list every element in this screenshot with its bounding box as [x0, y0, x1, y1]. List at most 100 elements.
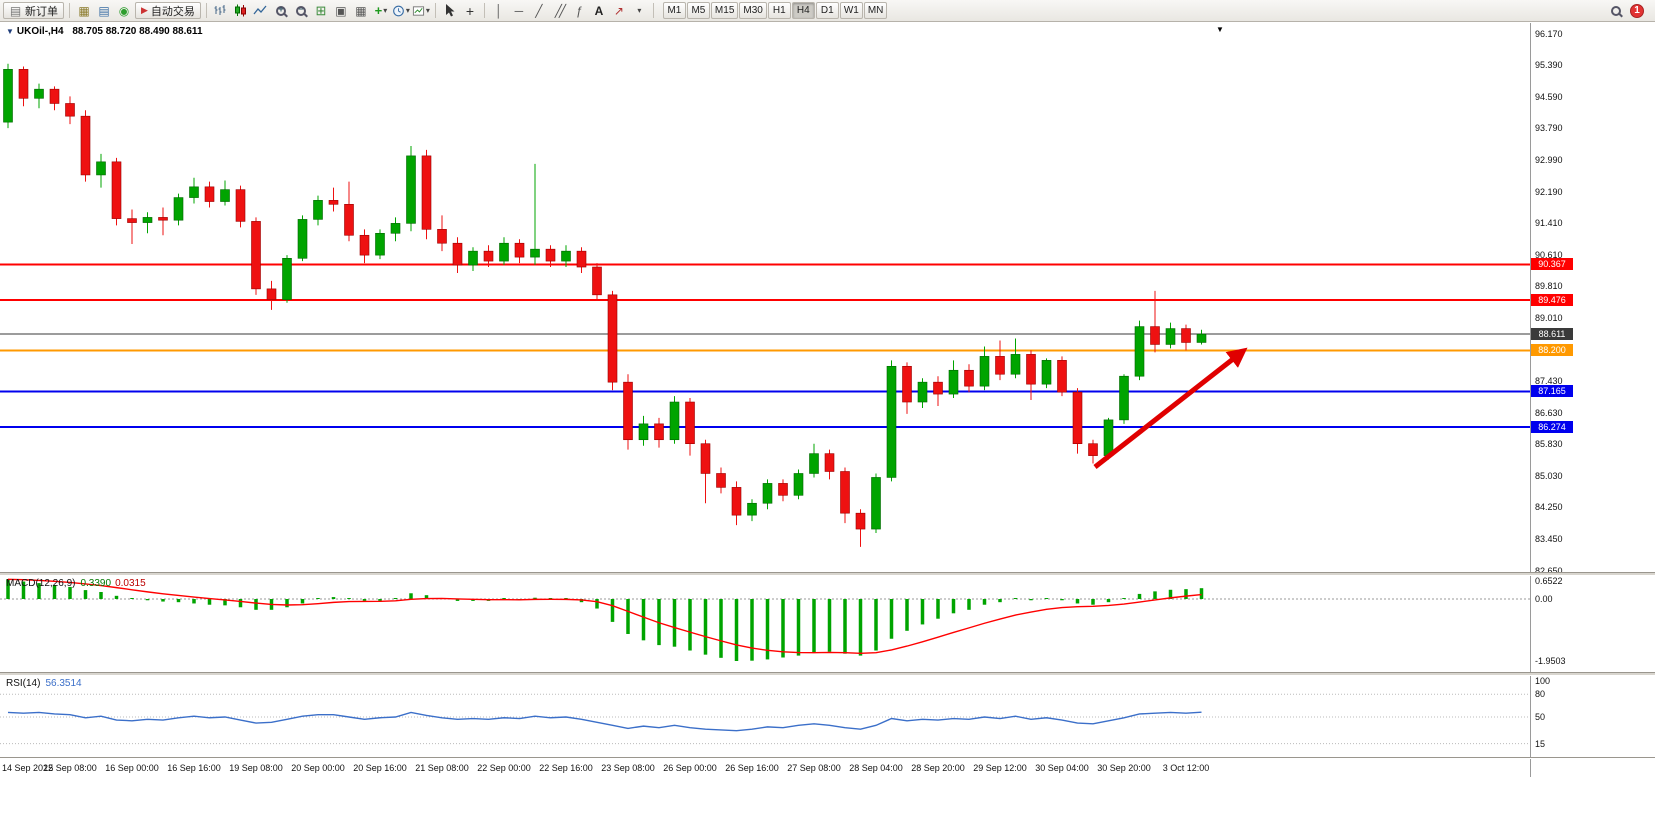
time-axis[interactable]: 14 Sep 2022 15 Sep 08:00 16 Sep 00:00 16 Se… [0, 759, 1655, 777]
crosshair-icon[interactable]: + [465, 2, 475, 19]
timeframe-button-m15[interactable]: M15 [710, 2, 739, 19]
trend-arrow[interactable] [1093, 347, 1248, 469]
panel-divider[interactable] [0, 757, 1655, 759]
search-icon[interactable] [1611, 5, 1621, 16]
symbol-timeframe-label: UKOil-,H4 [16, 26, 64, 37]
quick-trade-caret-icon[interactable]: ▼ [6, 27, 14, 36]
price-line-badge[interactable]: 86.274 [1531, 420, 1573, 433]
main-chart-panel[interactable]: ▼ UKOil-,H4 88.705 88.720 88.490 88.611 ▼… [0, 23, 1655, 576]
indicators-button[interactable]: + ▾ [374, 3, 388, 18]
timeframe-button-mn[interactable]: MN [863, 2, 888, 19]
ohlc-values: 88.705 88.720 88.490 88.611 [72, 26, 203, 37]
periods-button[interactable]: ▾ [392, 2, 410, 19]
trendline-icon[interactable]: ╱ [535, 3, 543, 18]
time-axis-label: 27 Sep 08:00 [787, 763, 841, 773]
time-axis-label: 30 Sep 04:00 [1035, 763, 1089, 773]
timeframe-button-h1[interactable]: H1 [767, 2, 791, 19]
cursor-icon[interactable] [441, 2, 459, 19]
templates-button[interactable]: ▾ [412, 2, 430, 19]
timeframe-button-w1[interactable]: W1 [839, 2, 863, 19]
new-order-icon: ▤ [9, 3, 22, 18]
cascade-windows-icon[interactable]: ▣ [335, 3, 347, 18]
time-axis-label: 30 Sep 20:00 [1097, 763, 1151, 773]
timeframe-button-m1[interactable]: M1 [662, 2, 686, 19]
zoom-out-icon[interactable]: − [292, 2, 310, 19]
toolbar-right: 1 [1611, 3, 1652, 18]
price-axis-label: 84.250 [1535, 502, 1563, 513]
timeframe-button-m5[interactable]: M5 [686, 2, 710, 19]
market-watch-icon[interactable]: ▤ [98, 3, 110, 18]
price-axis-label: 86.630 [1535, 407, 1563, 418]
toolbar-separator [434, 3, 436, 18]
rsi-axis-label: 15 [1535, 738, 1546, 749]
timeframe-button-d1[interactable]: D1 [815, 2, 839, 19]
time-axis-label: 14 Sep 2022 [2, 763, 54, 773]
arrows-icon[interactable]: ↗ [613, 3, 624, 18]
toolbar-separator [69, 3, 70, 18]
vertical-line-icon[interactable]: │ [495, 3, 503, 18]
price-axis-label: 87.430 [1535, 375, 1563, 386]
shapes-dropdown-icon[interactable]: ▾ [637, 6, 642, 15]
new-order-label: 新订单 [25, 5, 58, 18]
time-axis-label: 21 Sep 08:00 [415, 763, 469, 773]
macd-signal-value: 0.0315 [115, 578, 146, 589]
macd-axis-label: 0.00 [1535, 594, 1553, 604]
price-axis-label: 93.790 [1535, 123, 1563, 134]
macd-label: MACD(12,26,9) 0.3390 0.0315 [6, 578, 146, 589]
price-axis-label: 96.170 [1535, 29, 1563, 39]
bar-chart-type-icon[interactable] [212, 2, 230, 19]
time-axis-label: 19 Sep 08:00 [229, 763, 283, 773]
time-axis-label: 23 Sep 08:00 [601, 763, 655, 773]
rsi-label: RSI(14) 56.3514 [6, 678, 82, 689]
auto-trading-button[interactable]: ▶ 自动交易 [135, 2, 201, 19]
horizontal-line-icon[interactable]: ─ [514, 3, 524, 18]
price-axis-label: 83.450 [1535, 533, 1563, 544]
time-axis-label: 29 Sep 12:00 [973, 763, 1027, 773]
price-line-badge[interactable]: 88.611 [1531, 328, 1573, 341]
price-axis-label: 89.810 [1535, 281, 1563, 292]
charts-icon[interactable]: ▦ [78, 3, 90, 18]
timeframe-button-h4[interactable]: H4 [791, 2, 815, 19]
zoom-in-icon[interactable]: + [272, 2, 290, 19]
panel-divider[interactable] [0, 572, 1655, 576]
price-line-badge[interactable]: 89.476 [1531, 293, 1573, 306]
price-axis-label: 89.010 [1535, 313, 1563, 324]
panel-divider[interactable] [0, 672, 1655, 676]
rsi-value: 56.3514 [45, 678, 82, 689]
rsi-line [7, 711, 1202, 732]
arrange-windows-icon[interactable]: ▦ [355, 3, 367, 18]
candlestick-type-icon[interactable] [232, 2, 250, 19]
time-axis-label: 22 Sep 16:00 [539, 763, 593, 773]
scroll-end-marker-icon[interactable]: ▼ [1216, 25, 1224, 34]
notification-badge[interactable]: 1 [1630, 3, 1644, 18]
rsi-panel[interactable]: RSI(14) 56.3514 100 80 50 15 [0, 676, 1655, 757]
channel-icon[interactable]: ╱╱ [554, 3, 566, 18]
candlestick-series [3, 63, 1207, 547]
new-order-button[interactable]: ▤ 新订单 [3, 2, 64, 19]
price-axis-label: 95.390 [1535, 59, 1563, 70]
price-axis-label: 92.190 [1535, 187, 1563, 197]
toolbar-separator [205, 3, 207, 18]
horizontal-lines[interactable] [0, 263, 1530, 428]
chart-title: ▼ UKOil-,H4 88.705 88.720 88.490 88.611 [6, 26, 203, 37]
price-axis-label: 85.830 [1535, 439, 1563, 450]
time-axis-label: 20 Sep 00:00 [291, 763, 345, 773]
text-icon[interactable]: A [594, 3, 604, 18]
timeframe-group: M1 M5 M15 M30 H1 H4 D1 W1 MN [662, 2, 888, 19]
rsi-axis-label: 80 [1535, 689, 1546, 700]
time-axis-label: 26 Sep 00:00 [663, 763, 717, 773]
price-axis-label: 82.650 [1535, 565, 1563, 576]
price-axis-label: 91.410 [1535, 217, 1563, 228]
auto-trading-label: 自动交易 [150, 5, 195, 18]
timeframe-button-m30[interactable]: M30 [739, 2, 767, 19]
fibonacci-icon[interactable]: ƒ [575, 3, 583, 18]
time-axis-label: 20 Sep 16:00 [353, 763, 407, 773]
line-chart-type-icon[interactable] [252, 2, 270, 19]
price-line-badge[interactable]: 88.200 [1531, 344, 1573, 357]
time-axis-label: 16 Sep 16:00 [167, 763, 221, 773]
price-line-badge[interactable]: 87.165 [1531, 385, 1573, 398]
tile-windows-icon[interactable]: ⊞ [315, 2, 327, 18]
community-icon[interactable]: ◉ [118, 3, 130, 18]
price-line-badge[interactable]: 90.367 [1531, 258, 1573, 271]
macd-panel[interactable]: MACD(12,26,9) 0.3390 0.0315 0.6522 0.00 -1.9… [0, 576, 1655, 672]
